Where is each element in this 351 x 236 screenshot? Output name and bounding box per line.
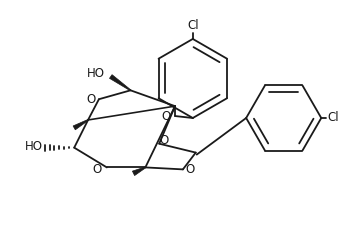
Text: O: O [159, 134, 169, 147]
Text: O: O [185, 163, 194, 176]
Text: HO: HO [87, 67, 105, 80]
Text: O: O [161, 110, 171, 122]
Polygon shape [110, 75, 131, 91]
Text: Cl: Cl [327, 111, 339, 125]
Polygon shape [132, 167, 146, 176]
Polygon shape [73, 120, 88, 130]
Text: Cl: Cl [187, 19, 199, 32]
Text: O: O [92, 163, 101, 176]
Text: HO: HO [25, 140, 42, 153]
Text: O: O [86, 93, 95, 106]
